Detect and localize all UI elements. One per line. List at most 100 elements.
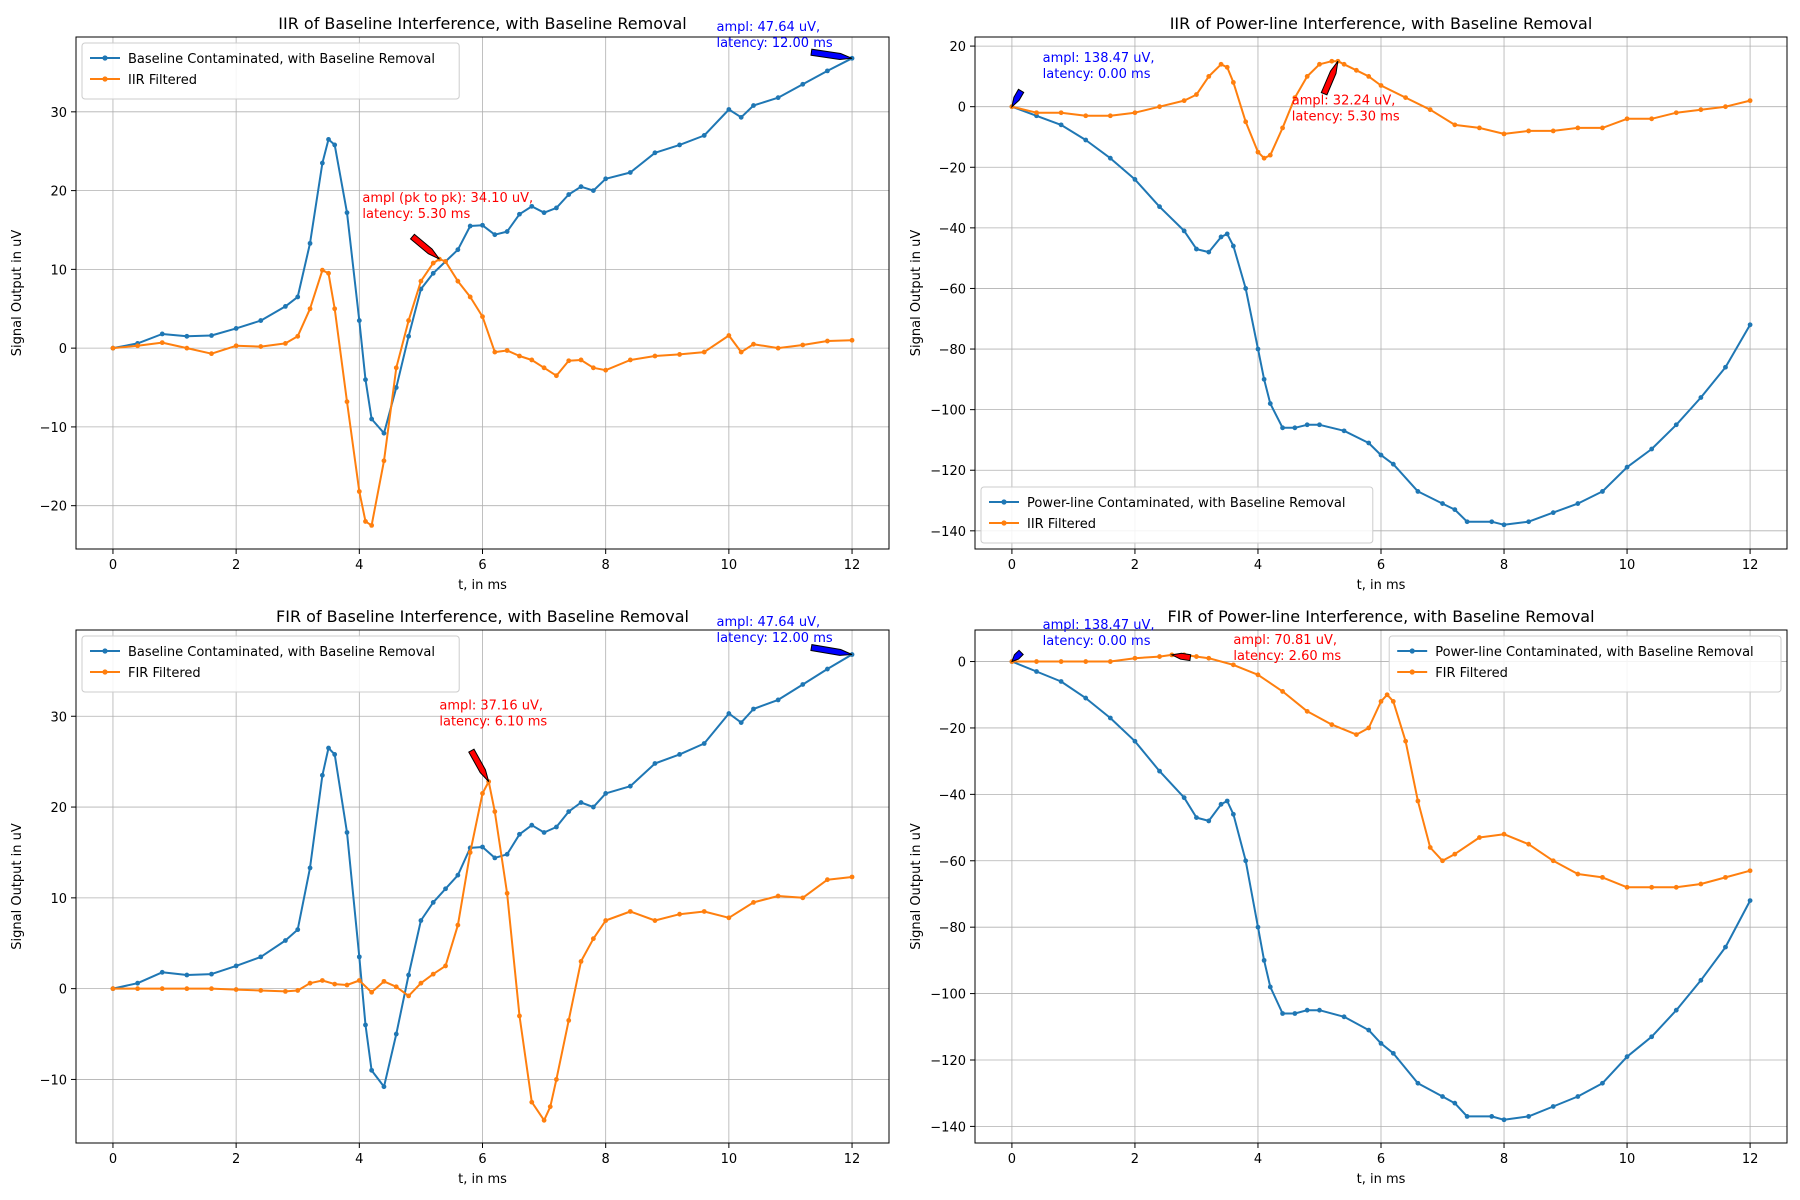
chart-1-y-tick-label: 0 [59,342,67,357]
chart-4-series-2-point [1452,851,1458,857]
chart-2-series-1-point [1292,425,1298,431]
chart-4-series-1-point [1415,1080,1421,1086]
chart-2-series-2-point [1403,95,1409,100]
chart-3-series-2-point [825,877,830,883]
chart-3-series-2-point [566,1018,572,1023]
chart-4-series-1-point [1390,1050,1396,1056]
chart-2-series-2-point [1526,128,1532,134]
chart-4-series-2-point [1353,732,1359,737]
chart-3-series-2-point [319,978,325,983]
chart-4-series-1-point [1157,768,1162,774]
chart-2-y-tick-label: −140 [930,525,966,540]
chart-3-series-2-point [295,988,301,993]
chart-4-title: FIR of Power-line Interference, with Bas… [1167,607,1594,626]
chart-2-series-1-point [1575,501,1581,506]
chart-3-series-2-point [209,986,214,992]
chart-2-series-2-point [1624,116,1630,122]
chart-4-x-tick-label: 2 [1131,1152,1139,1167]
chart-2-series-2-point [1600,125,1605,131]
chart-1-series-2-point [554,373,559,379]
chart-1-series-1-point [480,222,485,228]
chart-3-series-2-point [627,909,633,914]
chart-3-series-2-point [775,893,781,899]
chart-4-series-1-point [1230,811,1236,817]
chart-1-series-2-point [184,345,190,351]
chart-4-x-tick-label: 8 [1500,1152,1508,1167]
chart-2-series-1-point [1218,234,1224,240]
chart-4-series-2-point [1058,659,1064,664]
chart-4-series-2-point [1415,798,1421,804]
chart-2-x-tick-label: 8 [1500,558,1508,573]
chart-1-series-2-point [800,342,806,348]
chart-1-legend-label-1: Baseline Contaminated, with Baseline Rem… [128,52,435,67]
chart-1-series-2-point [541,365,547,371]
chart-2-series-1-point [1267,401,1273,406]
chart-2-series-1-point [1304,422,1310,428]
chart-1-series-2-point [738,349,744,355]
chart-3-series-2-point [258,988,264,993]
chart-3-series-2-point [541,1117,547,1123]
chart-2-series-1-point [1261,376,1267,382]
chart-1-series-2-point [381,458,387,464]
chart-1-series-2-point [307,306,313,312]
chart-3-annotation-1-arrow [468,748,490,782]
chart-3-annotation-1-text: ampl: 37.16 uV, latency: 6.10 ms [439,698,547,729]
chart-1-y-axis-label: Signal Output in uV [10,230,25,357]
chart-3-series-2-point [135,986,140,992]
chart-2-series-2-point [1329,58,1335,64]
chart-2-series-2-point [1341,61,1347,67]
chart-4-legend-marker-1 [1409,648,1415,654]
chart-1-series-1-point [393,385,399,390]
chart-4-series-2-point [1157,654,1162,659]
chart-1-legend-marker-2 [102,76,108,82]
chart-1-x-tick-label: 4 [355,558,363,573]
chart-4-y-tick-label: −40 [939,788,966,803]
chart-3-legend-box [81,635,460,693]
chart-1-series-1-point [209,333,214,338]
chart-4-series-2-point [1230,662,1236,668]
chart-2-y-tick-label: 20 [949,40,966,55]
chart-3-series-1-point [603,791,609,796]
chart-3-series-1-point [590,804,596,810]
chart-4-series-2-point [1698,881,1704,887]
chart-1-series-2-point [369,522,375,528]
chart-3-legend-label-1: Baseline Contaminated, with Baseline Rem… [128,645,435,660]
chart-1-x-tick-label: 0 [109,558,117,573]
chart-1-series-2-point [701,349,707,355]
chart-3-series-2-point [393,984,399,990]
chart-3-series-2-point [443,963,448,969]
chart-1-series-1-point [295,294,301,300]
chart-4-y-axis-label: Signal Output in uV [909,823,924,950]
chart-1-series-2-point [578,357,584,363]
chart-2-series-2-point [1317,61,1322,67]
chart-2-series-2-point [1181,98,1187,104]
chart-3-y-tick-label: 20 [50,801,67,816]
chart-3-series-1-point [326,745,331,751]
chart-4-legend-marker-2 [1409,669,1415,675]
chart-3-series-1-point [701,741,707,746]
chart-4-series-2-point [1477,835,1482,840]
chart-1-series-1-point [554,205,559,211]
chart-2-series-2-point [1477,125,1482,131]
chart-1-series-2-point [849,337,855,343]
chart-2-series-2-point [1747,98,1753,104]
chart-4-series-2-point [1304,708,1310,714]
chart-4-y-tick-label: −60 [939,855,966,870]
chart-1-annotation-2-text: ampl: 47.64 uV, latency: 12.00 ms [717,20,833,51]
chart-3-series-2-point [492,809,498,814]
chart-1-series-2-point [443,259,448,264]
chart-1-y-tick-label: 20 [50,185,67,200]
chart-2-annotation-2-line-1: ampl: 32.24 uV, [1292,93,1396,108]
chart-4-series-1-point [1181,795,1187,801]
chart-1-series-2-point [517,353,522,359]
chart-1-series-2-point [283,341,288,346]
chart-4-series-2-point [1206,655,1212,661]
chart-4-series-1-point [1224,798,1230,804]
chart-3-series-1-point [578,800,584,805]
chart-4-series-2-point [1747,868,1753,874]
chart-1-series-2-point [406,318,411,323]
chart-4-series-1-point [1440,1094,1445,1099]
chart-4-series-1-point [1673,1007,1679,1013]
chart-4-y-tick-label: −20 [939,722,966,737]
chart-2-series-2-point [1261,155,1267,161]
